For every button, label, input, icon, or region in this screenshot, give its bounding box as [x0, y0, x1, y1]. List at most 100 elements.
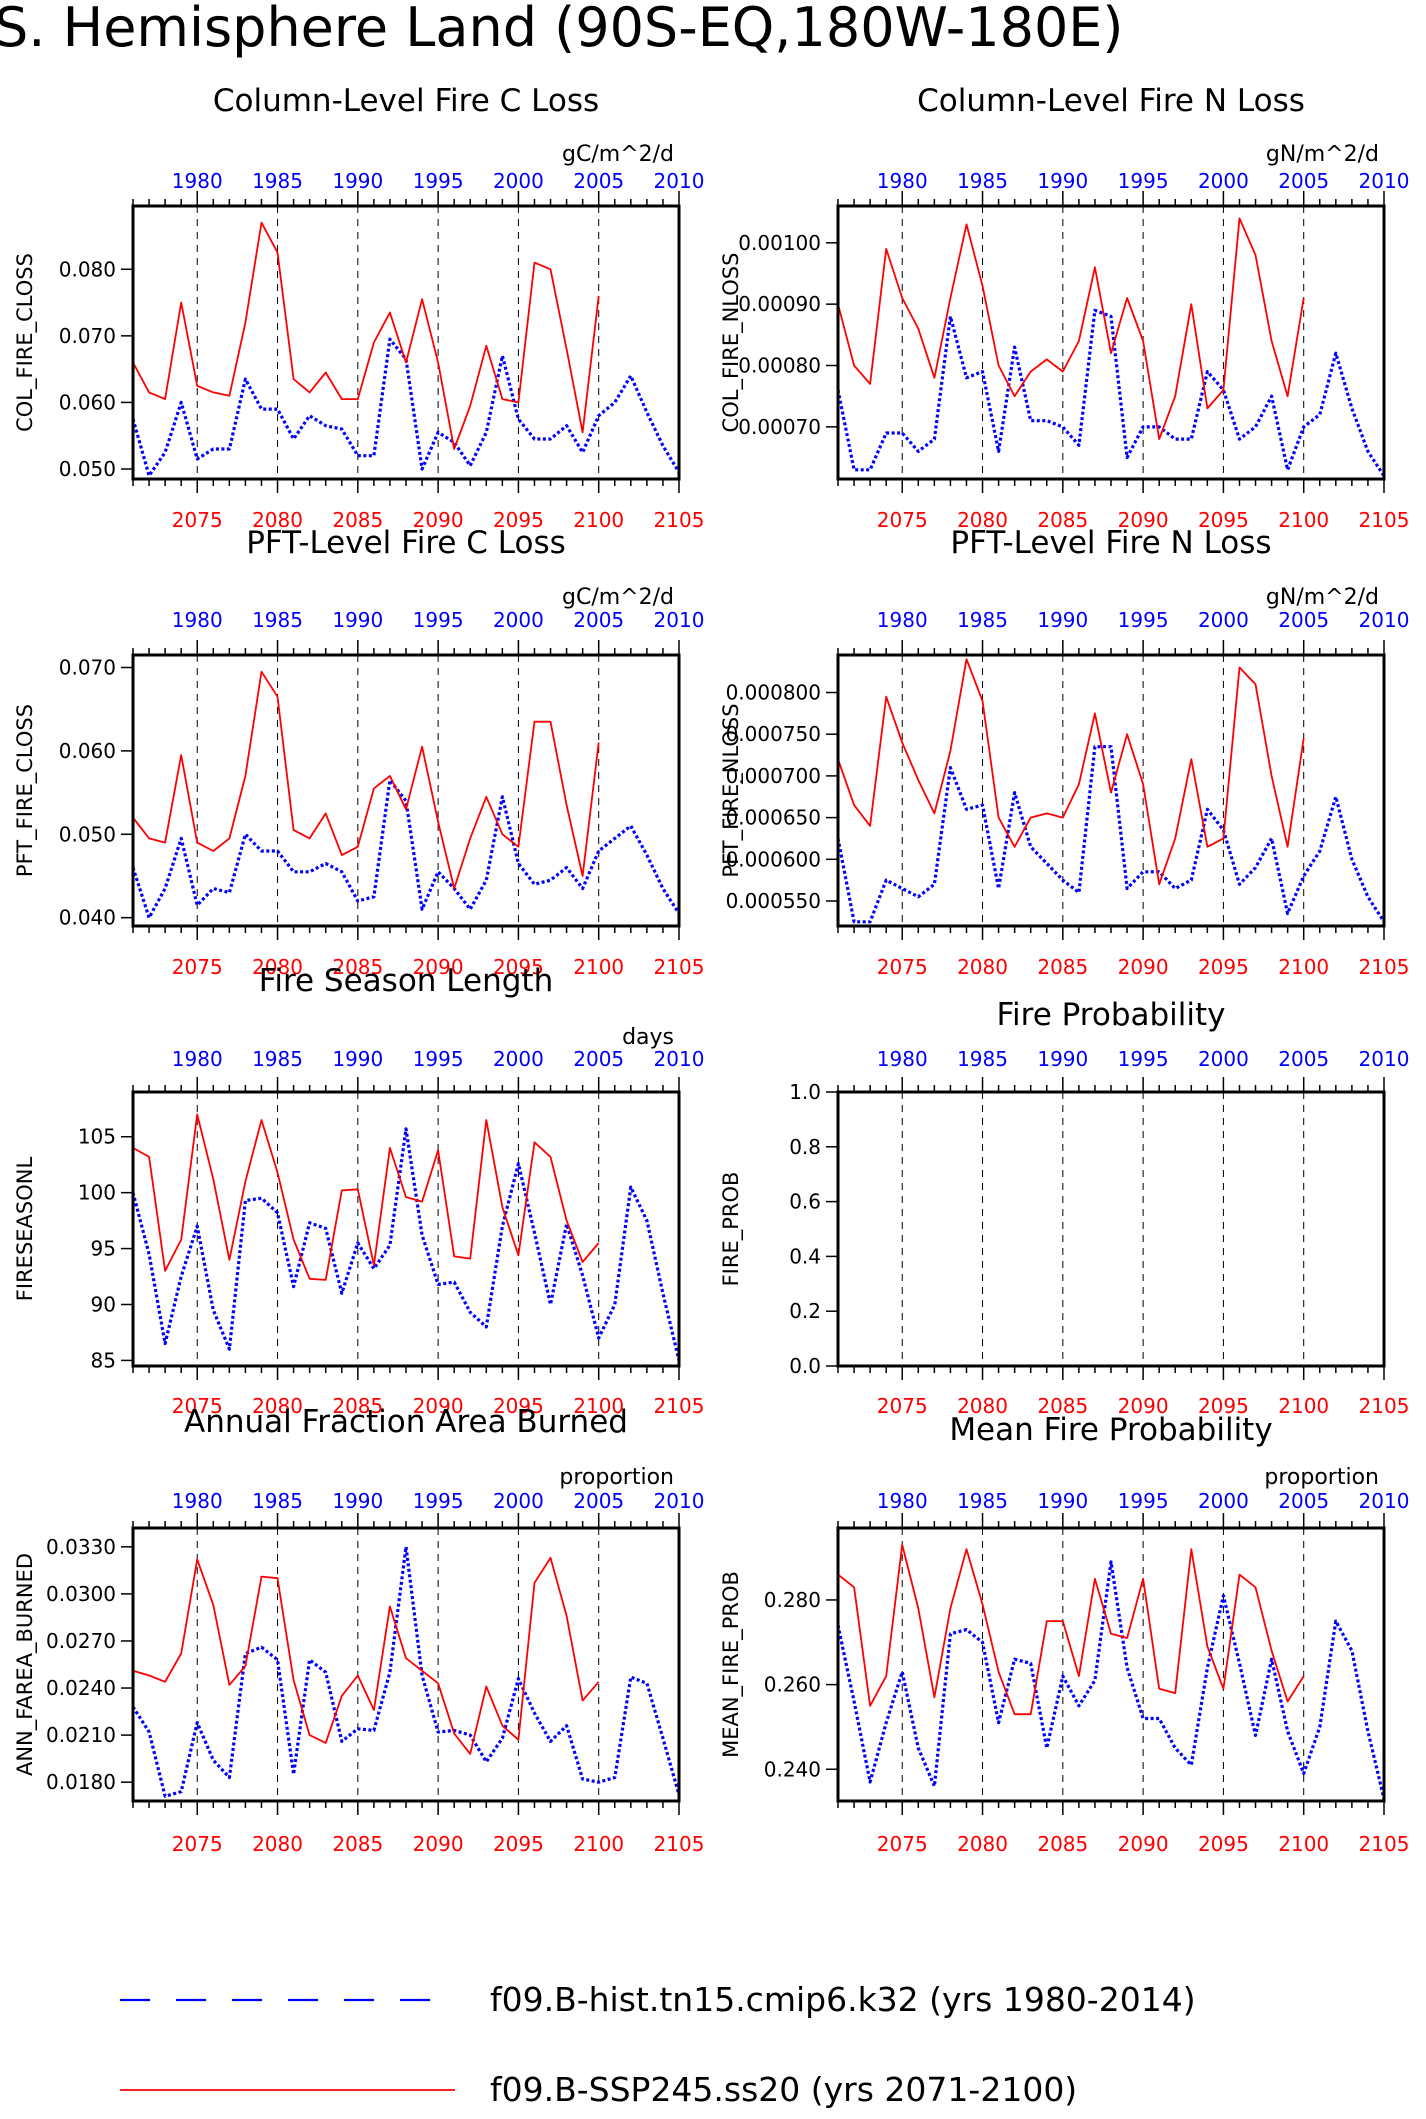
top-tick-label: 2005	[1278, 169, 1329, 193]
series-line-ssp	[132, 670, 600, 890]
chart-panels: 1980 1985 1990 1995 2000 2005 2010 2075 2080 2085…	[13, 83, 1409, 1856]
bottom-tick-label: 2100	[1278, 1394, 1329, 1418]
panel-3: 1980 1985 1990 1995 2000 2005 2010 2075 2080 2085…	[13, 525, 704, 979]
top-tick-label: 1995	[413, 169, 464, 193]
top-tick-label: 1980	[172, 608, 223, 632]
top-tick-label: 1980	[877, 1047, 928, 1071]
top-tick-label: 2000	[1198, 169, 1249, 193]
panel-title: Column-Level Fire N Loss	[917, 83, 1305, 119]
y-tick-label: 100	[78, 1181, 116, 1205]
y-tick-label: 0.000600	[726, 847, 821, 871]
bottom-tick-label: 2080	[957, 508, 1008, 532]
units-label: gC/m^2/d	[562, 585, 674, 610]
y-axis-label: PFT_FIRE_NLOSS	[719, 703, 744, 877]
bottom-tick-label: 2100	[1278, 955, 1329, 979]
bottom-tick-label: 2085	[332, 1394, 383, 1418]
top-tick-label: 2005	[1278, 1047, 1329, 1071]
bottom-tick-label: 2090	[413, 1832, 464, 1856]
bottom-tick-label: 2100	[1278, 508, 1329, 532]
legend-hist-label: f09.B-hist.tn15.cmip6.k32 (yrs 1980-2014…	[490, 1980, 1196, 2019]
bottom-tick-label: 2100	[573, 1832, 624, 1856]
bottom-tick-label: 2095	[1198, 955, 1249, 979]
top-tick-label: 2005	[573, 1489, 624, 1513]
y-tick-label: 0.280	[764, 1588, 821, 1612]
bottom-tick-label: 2105	[1359, 508, 1410, 532]
y-tick-label: 0.000700	[726, 764, 821, 788]
top-tick-label: 1995	[413, 1489, 464, 1513]
top-tick-label: 1995	[413, 1047, 464, 1071]
series-line-ssp	[837, 1544, 1305, 1716]
bottom-tick-label: 2080	[252, 1832, 303, 1856]
plot-frame	[836, 204, 1386, 481]
bottom-tick-label: 2105	[654, 1394, 705, 1418]
bottom-tick-label: 2095	[1198, 1394, 1249, 1418]
bottom-tick-label: 2095	[1198, 508, 1249, 532]
bottom-tick-label: 2075	[172, 508, 223, 532]
top-tick-label: 1990	[1037, 1489, 1088, 1513]
y-tick-label: 0.6	[789, 1190, 821, 1214]
bottom-tick-label: 2090	[413, 1394, 464, 1418]
series-line-ssp	[837, 217, 1305, 441]
panel-title: Mean Fire Probability	[949, 1412, 1272, 1448]
top-tick-label: 2000	[1198, 1489, 1249, 1513]
y-tick-label: 0.000750	[726, 722, 821, 746]
top-tick-label: 2010	[1359, 169, 1410, 193]
bottom-tick-label: 2085	[1037, 508, 1088, 532]
series-line-ssp	[132, 1556, 600, 1755]
y-tick-label: 0.00080	[738, 354, 821, 378]
y-tick-label: 0.0270	[46, 1629, 116, 1653]
bottom-tick-label: 2080	[252, 508, 303, 532]
bottom-tick-label: 2090	[1118, 955, 1169, 979]
bottom-tick-label: 2080	[252, 1394, 303, 1418]
plot-frame	[131, 653, 681, 928]
top-tick-label: 1985	[957, 1047, 1008, 1071]
panel-title: PFT-Level Fire C Loss	[246, 525, 566, 561]
bottom-tick-label: 2090	[1118, 508, 1169, 532]
legend-ssp-label: f09.B-SSP245.ss20 (yrs 2071-2100)	[490, 2070, 1077, 2109]
top-tick-label: 2000	[1198, 1047, 1249, 1071]
top-tick-label: 2010	[654, 1047, 705, 1071]
figure-title: S. Hemisphere Land (90S-EQ,180W-180E)	[0, 0, 1124, 59]
bottom-tick-label: 2080	[957, 955, 1008, 979]
y-tick-label: 90	[91, 1292, 116, 1316]
y-tick-label: 0.0240	[46, 1676, 116, 1700]
series-line-hist	[836, 1560, 1386, 1800]
top-tick-label: 1985	[252, 608, 303, 632]
top-tick-label: 2000	[493, 1489, 544, 1513]
bottom-tick-label: 2080	[957, 1832, 1008, 1856]
bottom-tick-label: 2095	[493, 955, 544, 979]
top-tick-label: 2000	[493, 169, 544, 193]
series-line-ssp	[132, 1113, 600, 1281]
y-tick-label: 0.000550	[726, 889, 821, 913]
y-tick-label: 0.060	[59, 739, 116, 763]
bottom-tick-label: 2075	[877, 1394, 928, 1418]
top-tick-label: 2010	[1359, 1047, 1410, 1071]
top-tick-label: 1985	[252, 1489, 303, 1513]
y-tick-label: 0.000800	[726, 681, 821, 705]
y-tick-label: 0.0	[789, 1354, 821, 1378]
y-tick-label: 0.000650	[726, 806, 821, 830]
top-tick-label: 1980	[172, 1047, 223, 1071]
panel-2: 1980 1985 1990 1995 2000 2005 2010 2075 2080 2085…	[719, 83, 1409, 532]
bottom-tick-label: 2090	[413, 955, 464, 979]
bottom-tick-label: 2085	[1037, 955, 1088, 979]
panel-title: PFT-Level Fire N Loss	[950, 525, 1271, 561]
bottom-tick-label: 2105	[1359, 1394, 1410, 1418]
top-tick-label: 1980	[877, 169, 928, 193]
series-line-hist	[131, 1127, 681, 1361]
top-tick-label: 1995	[1118, 1047, 1169, 1071]
top-tick-label: 1980	[172, 169, 223, 193]
bottom-tick-label: 2105	[1359, 955, 1410, 979]
units-label: gN/m^2/d	[1266, 585, 1379, 610]
top-tick-label: 1985	[957, 608, 1008, 632]
y-tick-label: 0.080	[59, 257, 116, 281]
legend: f09.B-hist.tn15.cmip6.k32 (yrs 1980-2014…	[120, 1980, 1196, 2109]
y-tick-label: 0.00100	[738, 231, 821, 255]
top-tick-label: 2000	[1198, 608, 1249, 632]
y-tick-label: 1.0	[789, 1080, 821, 1104]
y-axis-label: PFT_FIRE_CLOSS	[13, 704, 38, 877]
top-tick-label: 2005	[573, 1047, 624, 1071]
y-tick-label: 0.0300	[46, 1582, 116, 1606]
top-tick-label: 2005	[1278, 1489, 1329, 1513]
